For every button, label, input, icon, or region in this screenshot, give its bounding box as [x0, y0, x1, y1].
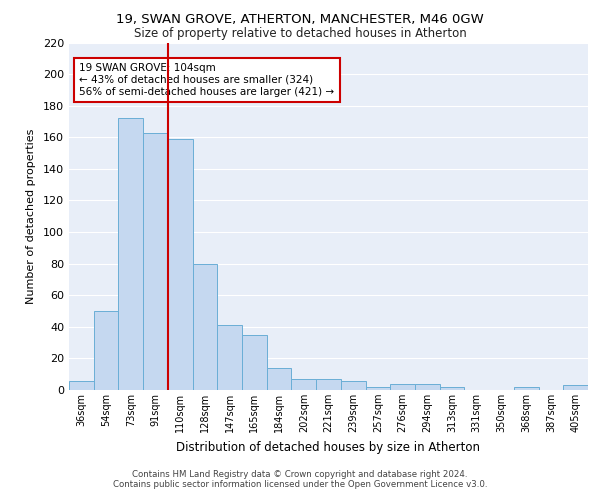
- Bar: [193, 264, 217, 390]
- Bar: [292, 379, 316, 390]
- Bar: [390, 384, 415, 390]
- Bar: [143, 132, 168, 390]
- Bar: [316, 379, 341, 390]
- Text: Contains HM Land Registry data © Crown copyright and database right 2024.
Contai: Contains HM Land Registry data © Crown c…: [113, 470, 487, 489]
- X-axis label: Distribution of detached houses by size in Atherton: Distribution of detached houses by size …: [176, 440, 481, 454]
- Bar: [217, 325, 242, 390]
- Bar: [341, 380, 365, 390]
- Bar: [440, 387, 464, 390]
- Bar: [242, 334, 267, 390]
- Bar: [69, 380, 94, 390]
- Bar: [563, 386, 588, 390]
- Bar: [168, 139, 193, 390]
- Bar: [415, 384, 440, 390]
- Y-axis label: Number of detached properties: Number of detached properties: [26, 128, 36, 304]
- Bar: [365, 387, 390, 390]
- Text: 19, SWAN GROVE, ATHERTON, MANCHESTER, M46 0GW: 19, SWAN GROVE, ATHERTON, MANCHESTER, M4…: [116, 12, 484, 26]
- Bar: [514, 387, 539, 390]
- Text: 19 SWAN GROVE: 104sqm
← 43% of detached houses are smaller (324)
56% of semi-det: 19 SWAN GROVE: 104sqm ← 43% of detached …: [79, 64, 335, 96]
- Text: Size of property relative to detached houses in Atherton: Size of property relative to detached ho…: [134, 28, 466, 40]
- Bar: [267, 368, 292, 390]
- Bar: [94, 311, 118, 390]
- Bar: [118, 118, 143, 390]
